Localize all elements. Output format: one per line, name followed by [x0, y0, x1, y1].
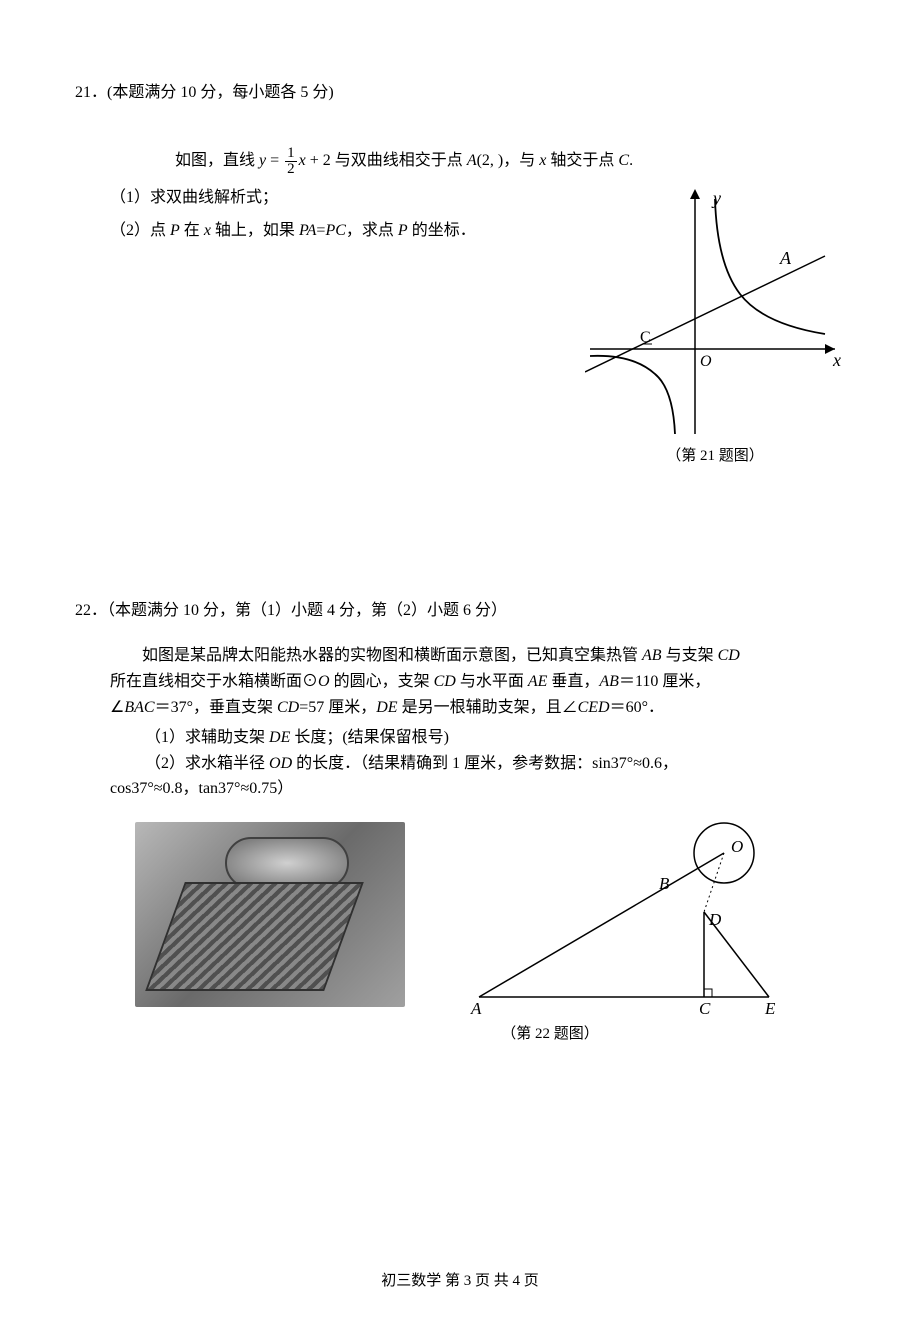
q21-header-text: 21．(本题满分 10 分，每小题各 5 分) [75, 84, 334, 101]
eq-x: x [299, 152, 306, 169]
diagram-E: E [764, 999, 776, 1017]
q21-text-mid: 与双曲线相交于点 [335, 152, 467, 169]
graph-svg: y x O A C [585, 184, 845, 439]
eq-eq: = [266, 152, 283, 169]
label-AB: AB [642, 647, 662, 664]
q22-line2: 所在直线相交于水箱横断面⊙O 的圆心，支架 CD 与水平面 AE 垂直，AB＝1… [110, 669, 845, 695]
label-AB-2: AB [599, 673, 619, 690]
q22-line1: 如图是某品牌太阳能热水器的实物图和横断面示意图，已知真空集热管 AB 与支架 C… [110, 643, 845, 669]
problem-22-header: 22．（本题满分 10 分，第（1）小题 4 分，第（2）小题 6 分） [75, 598, 845, 624]
q22-l2-pre: 所在直线相交于水箱横断面⊙ [110, 673, 318, 690]
q22-l2-m1: 的圆心，支架 [330, 673, 434, 690]
hyperbola-left [590, 356, 675, 434]
q21-intro-pre: 如图，直线 [175, 152, 255, 169]
q21-intro-tail: 轴交于点 [546, 152, 618, 169]
fraction-half: 12 [285, 146, 297, 177]
label-CD-2: CD [434, 673, 456, 690]
q22-l1-pre: 如图是某品牌太阳能热水器的实物图和横断面示意图，已知真空集热管 [142, 647, 642, 664]
q22-s2-pre: （2）求水箱半径 [145, 755, 269, 772]
q21-sub1-text: （1）求双曲线解析式； [110, 189, 278, 206]
q21-caption-text: （第 21 题图） [666, 448, 764, 464]
diagram-A: A [470, 999, 482, 1017]
page-content: 21．(本题满分 10 分，每小题各 5 分) 如图，直线 y = 12x + … [0, 0, 920, 1046]
q22-caption-text: （第 22 题图） [501, 1026, 599, 1042]
q22-s1-tail: 长度；(结果保留根号) [290, 729, 449, 746]
label-CD: CD [718, 647, 740, 664]
frac-den: 2 [285, 162, 297, 177]
diagram-svg: A C E D B O [459, 817, 789, 1017]
label-OD: OD [269, 755, 292, 772]
x-axis-2: x [204, 222, 211, 239]
q22-l3-pre: ∠ [110, 699, 124, 716]
diagram-D: D [708, 910, 722, 929]
label-y: y [711, 188, 721, 208]
period: . [629, 152, 633, 169]
q22-figures: A C E D B O [75, 807, 845, 1017]
footer-text: 初三数学 第 3 页 共 4 页 [381, 1273, 539, 1289]
q22-l3-m1: ＝37°，垂直支架 [155, 699, 277, 716]
label-P-2: P [398, 222, 408, 239]
right-angle-C [704, 989, 712, 997]
label-A-graph: A [779, 248, 792, 268]
q22-header-text: 22．（本题满分 10 分，第（1）小题 4 分，第（2）小题 6 分） [75, 602, 507, 619]
q22-line3: ∠BAC＝37°，垂直支架 CD=57 厘米，DE 是另一根辅助支架，且∠CED… [110, 695, 845, 721]
q21-intro: 如图，直线 y = 12x + 2 + 2 与双曲线相交于点 与双曲线相交于点 … [175, 146, 845, 177]
sub2-tail: ，求点 [346, 222, 398, 239]
q22-ab-eq: ＝110 厘米， [619, 673, 710, 690]
frac-num: 1 [285, 146, 297, 162]
label-DE-2: DE [269, 729, 290, 746]
problem-21-header: 21．(本题满分 10 分，每小题各 5 分) [75, 80, 845, 106]
label-BAC: BAC [124, 699, 154, 716]
sub2-mid1: 在 [180, 222, 204, 239]
q21-caption: （第 21 题图） [585, 444, 845, 468]
solar-heater-image [135, 822, 405, 1007]
q22-sub1: （1）求辅助支架 DE 长度；(结果保留根号) [145, 725, 845, 751]
q22-s1-pre: （1）求辅助支架 [145, 729, 269, 746]
q22-diagram: A C E D B O [459, 817, 789, 1017]
label-DE: DE [376, 699, 397, 716]
q22-l2-m3: 垂直， [547, 673, 599, 690]
label-AE: AE [528, 673, 548, 690]
label-O: O [700, 353, 712, 370]
diagram-O: O [731, 837, 743, 856]
diagram-B: B [659, 874, 670, 893]
q22-body: 如图是某品牌太阳能热水器的实物图和横断面示意图，已知真空集热管 AB 与支架 C… [75, 643, 845, 1046]
label-CD-3: CD [277, 699, 299, 716]
page-footer: 初三数学 第 3 页 共 4 页 [0, 1269, 920, 1293]
sub2-mid2: 轴上，如果 [211, 222, 299, 239]
q22-l2-m2: 与水平面 [456, 673, 528, 690]
q22-l3-m2: =57 厘米， [299, 699, 376, 716]
label-PA: PA [299, 222, 316, 239]
eq-tail-text: + 2 [306, 152, 331, 169]
q22-line5: cos37°≈0.8，tan37°≈0.75） [110, 776, 845, 802]
q22-l3-tail: ＝60°． [610, 699, 664, 716]
q22-sub2: （2）求水箱半径 OD 的长度．（结果精确到 1 厘米，参考数据：sin37°≈… [145, 751, 845, 777]
label-C-graph: C [640, 329, 651, 346]
diagram-C: C [699, 999, 711, 1017]
label-O-22: O [318, 673, 330, 690]
problem-21-body: 如图，直线 y = 12x + 2 + 2 与双曲线相交于点 与双曲线相交于点 … [110, 146, 845, 468]
point-A: A [467, 152, 477, 169]
q22-l5: cos37°≈0.8，tan37°≈0.75） [110, 780, 293, 797]
q21-sub2-pre: （2）点 [110, 222, 170, 239]
line-AO [479, 853, 724, 997]
q22-l3-m3: 是另一根辅助支架，且∠ [398, 699, 578, 716]
coord-A: (2, )，与 [477, 152, 540, 169]
q21-graph: y x O A C [585, 184, 845, 439]
q22-l1-mid: 与支架 [662, 647, 718, 664]
hyperbola-right [715, 199, 825, 334]
sub2-tail2: 的坐标． [408, 222, 476, 239]
problem-22: 22．（本题满分 10 分，第（1）小题 4 分，第（2）小题 6 分） 如图是… [75, 598, 845, 1046]
label-PC: PC [325, 222, 345, 239]
label-P: P [170, 222, 180, 239]
q22-s2-tail: 的长度．（结果精确到 1 厘米，参考数据：sin37°≈0.6， [292, 755, 678, 772]
label-CED: CED [578, 699, 610, 716]
label-x: x [832, 350, 841, 370]
q22-caption: （第 22 题图） [255, 1022, 845, 1046]
y-axis-arrow [690, 189, 700, 199]
point-C: C [618, 152, 629, 169]
